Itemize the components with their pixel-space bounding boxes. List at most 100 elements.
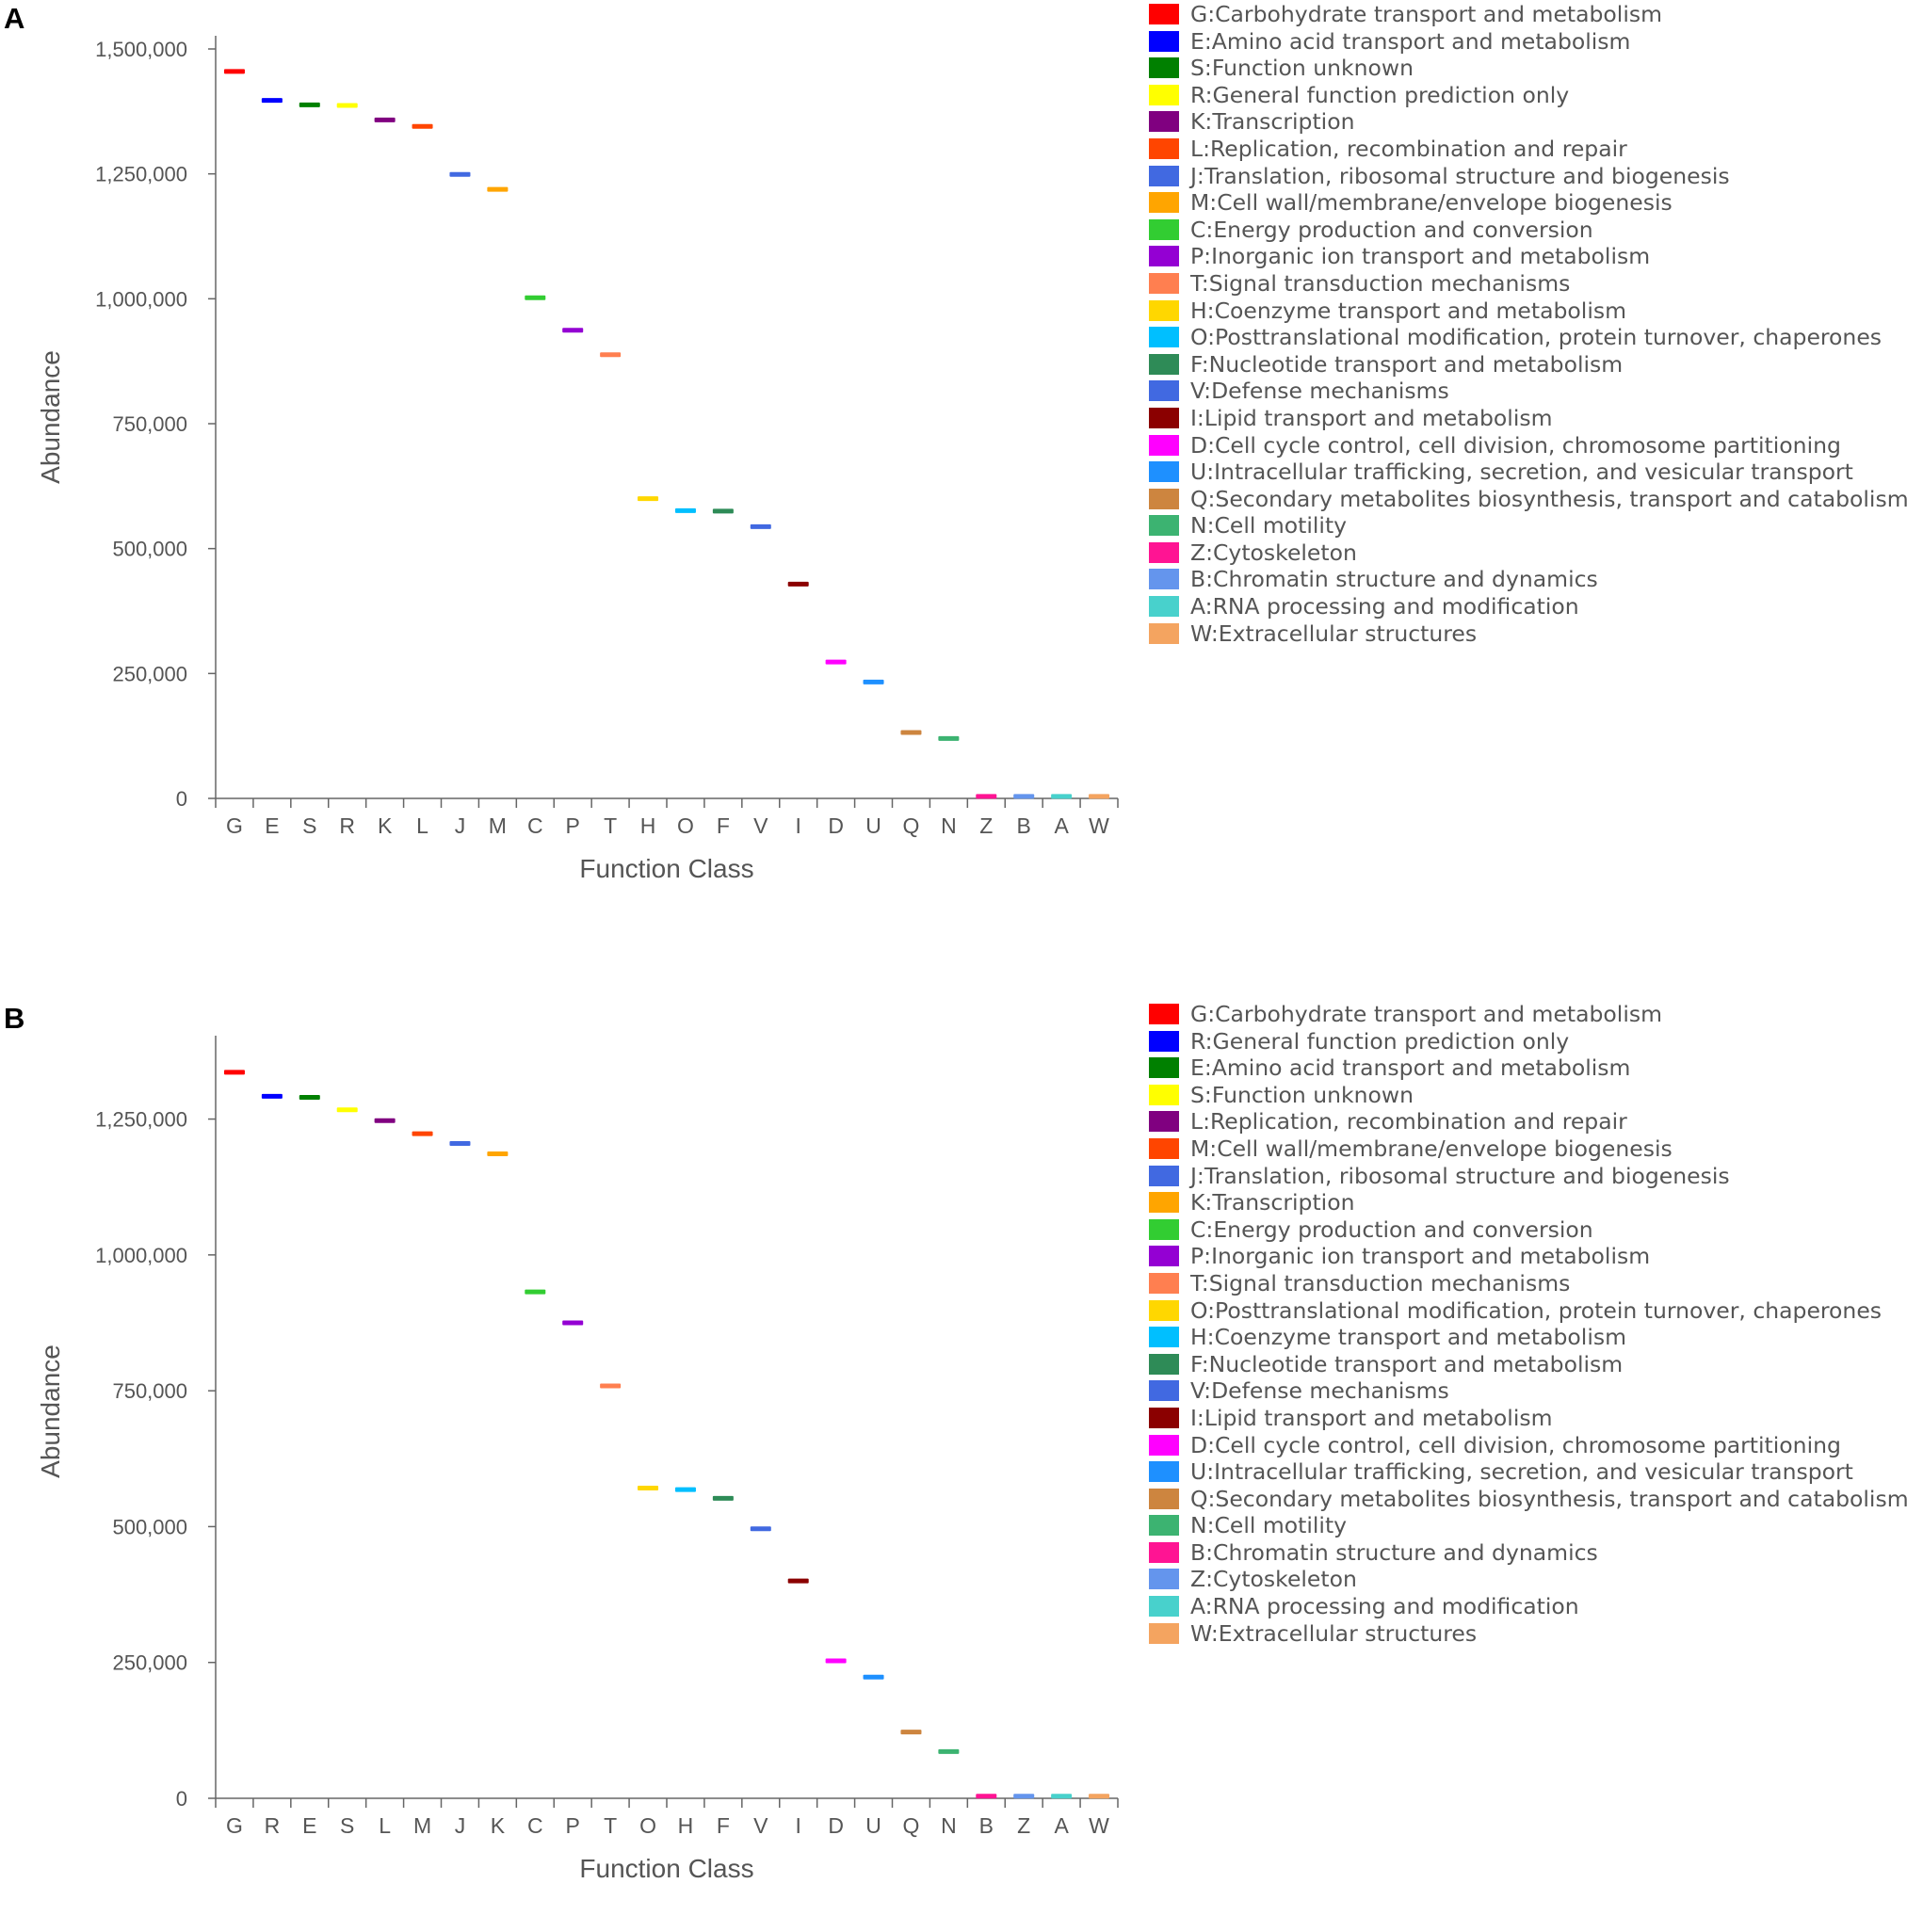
box-mark-P: [562, 1320, 584, 1326]
x-tick-label: T: [604, 1813, 617, 1838]
y-axis-title: Abundance: [36, 350, 65, 484]
legend-swatch: [1149, 1246, 1179, 1267]
legend-swatch: [1149, 1057, 1179, 1079]
x-tick-label: F: [717, 1813, 730, 1838]
legend-label: E:Amino acid transport and metabolism: [1190, 1055, 1631, 1082]
legend-label: H:Coenzyme transport and metabolism: [1190, 1324, 1626, 1351]
legend-label: T:Signal transduction mechanisms: [1190, 269, 1571, 297]
legend-label: R:General function prediction only: [1190, 81, 1570, 108]
legend-label: R:General function prediction only: [1190, 1027, 1570, 1055]
legend-label: W:Extracellular structures: [1190, 620, 1478, 647]
legend-swatch: [1149, 84, 1179, 105]
box-mark-G: [223, 1070, 245, 1075]
x-tick-label: J: [455, 813, 466, 838]
box-mark-B: [976, 1794, 997, 1799]
legend-swatch: [1149, 1299, 1179, 1321]
box-mark-Q: [900, 1730, 922, 1735]
legend-swatch: [1149, 1165, 1179, 1186]
box-mark-C: [525, 295, 546, 300]
x-tick-label: A: [1054, 813, 1069, 838]
x-tick-label: E: [265, 813, 279, 838]
x-tick-label: L: [416, 813, 428, 838]
x-axis-title: Function Class: [579, 854, 753, 883]
legend-label: Z:Cytoskeleton: [1190, 539, 1357, 566]
legend-swatch: [1149, 1192, 1179, 1214]
y-tick-label: 1,250,000: [95, 163, 187, 186]
box-mark-D: [825, 659, 847, 665]
legend-label: O:Posttranslational modification, protei…: [1190, 1296, 1883, 1324]
legend-swatch: [1149, 4, 1179, 24]
x-tick-label: D: [828, 813, 844, 838]
legend-label: F:Nucleotide transport and metabolism: [1190, 1350, 1624, 1377]
x-tick-label: M: [489, 813, 507, 838]
box-mark-P: [562, 328, 584, 333]
x-tick-label: J: [455, 1813, 466, 1838]
box-mark-T: [600, 352, 622, 358]
box-mark-B: [1013, 794, 1035, 799]
legend-label: K:Transcription: [1190, 1189, 1355, 1216]
legend-swatch: [1149, 1541, 1179, 1563]
legend-swatch: [1149, 1596, 1179, 1618]
box-mark-M: [487, 186, 509, 192]
legend-swatch: [1149, 299, 1179, 321]
legend-label: H:Coenzyme transport and metabolism: [1190, 297, 1626, 324]
legend-label: E:Amino acid transport and metabolism: [1190, 27, 1631, 55]
legend-swatch: [1149, 1434, 1179, 1456]
x-tick-label: R: [339, 813, 355, 838]
box-mark-Z: [976, 794, 997, 799]
legend-label: Q:Secondary metabolites biosynthesis, tr…: [1190, 1485, 1907, 1512]
x-tick-label: K: [491, 1813, 506, 1838]
chart-panel-a: A 0 250,000 500,000 750,000 1,000,000 1,250,0…: [0, 0, 1907, 932]
box-mark-A: [1051, 794, 1073, 799]
legend-swatch: [1149, 1353, 1179, 1375]
x-tick-label: I: [796, 1813, 801, 1838]
y-tick-label: 750,000: [112, 1379, 187, 1403]
x-tick-label: H: [678, 1813, 694, 1838]
legend-label: L:Replication, recombination and repair: [1190, 1108, 1627, 1135]
legend-swatch: [1149, 111, 1179, 133]
legend-swatch: [1149, 1084, 1179, 1105]
x-axis-title: Function Class: [579, 1854, 753, 1883]
x-tick-label: B: [979, 1813, 994, 1838]
legend-swatch: [1149, 1030, 1179, 1052]
x-tick-label: U: [865, 813, 881, 838]
legend-label: C:Energy production and conversion: [1190, 216, 1593, 243]
box-mark-O: [638, 1485, 659, 1490]
y-tick-label: 1,250,000: [95, 1108, 187, 1132]
box-mark-J: [449, 171, 471, 177]
x-tick-label: U: [865, 1813, 881, 1838]
legend-label: M:Cell wall/membrane/envelope biogenesis: [1190, 189, 1673, 217]
legend-label: O:Posttranslational modification, protei…: [1190, 324, 1883, 351]
legend-swatch: [1149, 541, 1179, 563]
legend-swatch: [1149, 137, 1179, 159]
legend-swatch: [1149, 596, 1179, 618]
legend-swatch: [1149, 569, 1179, 590]
legend-label: B:Chromatin structure and dynamics: [1190, 566, 1598, 593]
x-tick-label: S: [340, 1813, 354, 1838]
legend-label: J:Translation, ribosomal structure and b…: [1190, 162, 1730, 189]
x-tick-label: V: [753, 1813, 768, 1838]
legend-swatch: [1149, 515, 1179, 537]
x-tick-label: Q: [903, 1813, 920, 1838]
legend-swatch: [1149, 57, 1179, 79]
box-mark-L: [374, 1118, 396, 1123]
legend-swatch: [1149, 30, 1179, 52]
legend-label: N:Cell motility: [1190, 1512, 1348, 1539]
y-tick-label: 750,000: [112, 412, 187, 436]
x-tick-label: Q: [903, 813, 920, 838]
box-mark-F: [712, 1495, 734, 1501]
x-tick-label: R: [265, 1813, 281, 1838]
box-mark-W: [1089, 1794, 1110, 1799]
panel-label: B: [4, 1002, 25, 1035]
legend-swatch: [1149, 353, 1179, 375]
legend-label: K:Transcription: [1190, 108, 1355, 136]
legend-label: D:Cell cycle control, cell division, chr…: [1190, 431, 1841, 459]
box-mark-U: [863, 679, 884, 684]
legend-swatch: [1149, 1004, 1179, 1024]
legend-label: S:Function unknown: [1190, 1081, 1414, 1108]
legend-swatch: [1149, 246, 1179, 267]
legend-label: V:Defense mechanisms: [1190, 378, 1449, 405]
y-tick-label: 0: [176, 1787, 187, 1811]
legend-label: V:Defense mechanisms: [1190, 1377, 1449, 1405]
box-mark-V: [750, 1526, 771, 1532]
